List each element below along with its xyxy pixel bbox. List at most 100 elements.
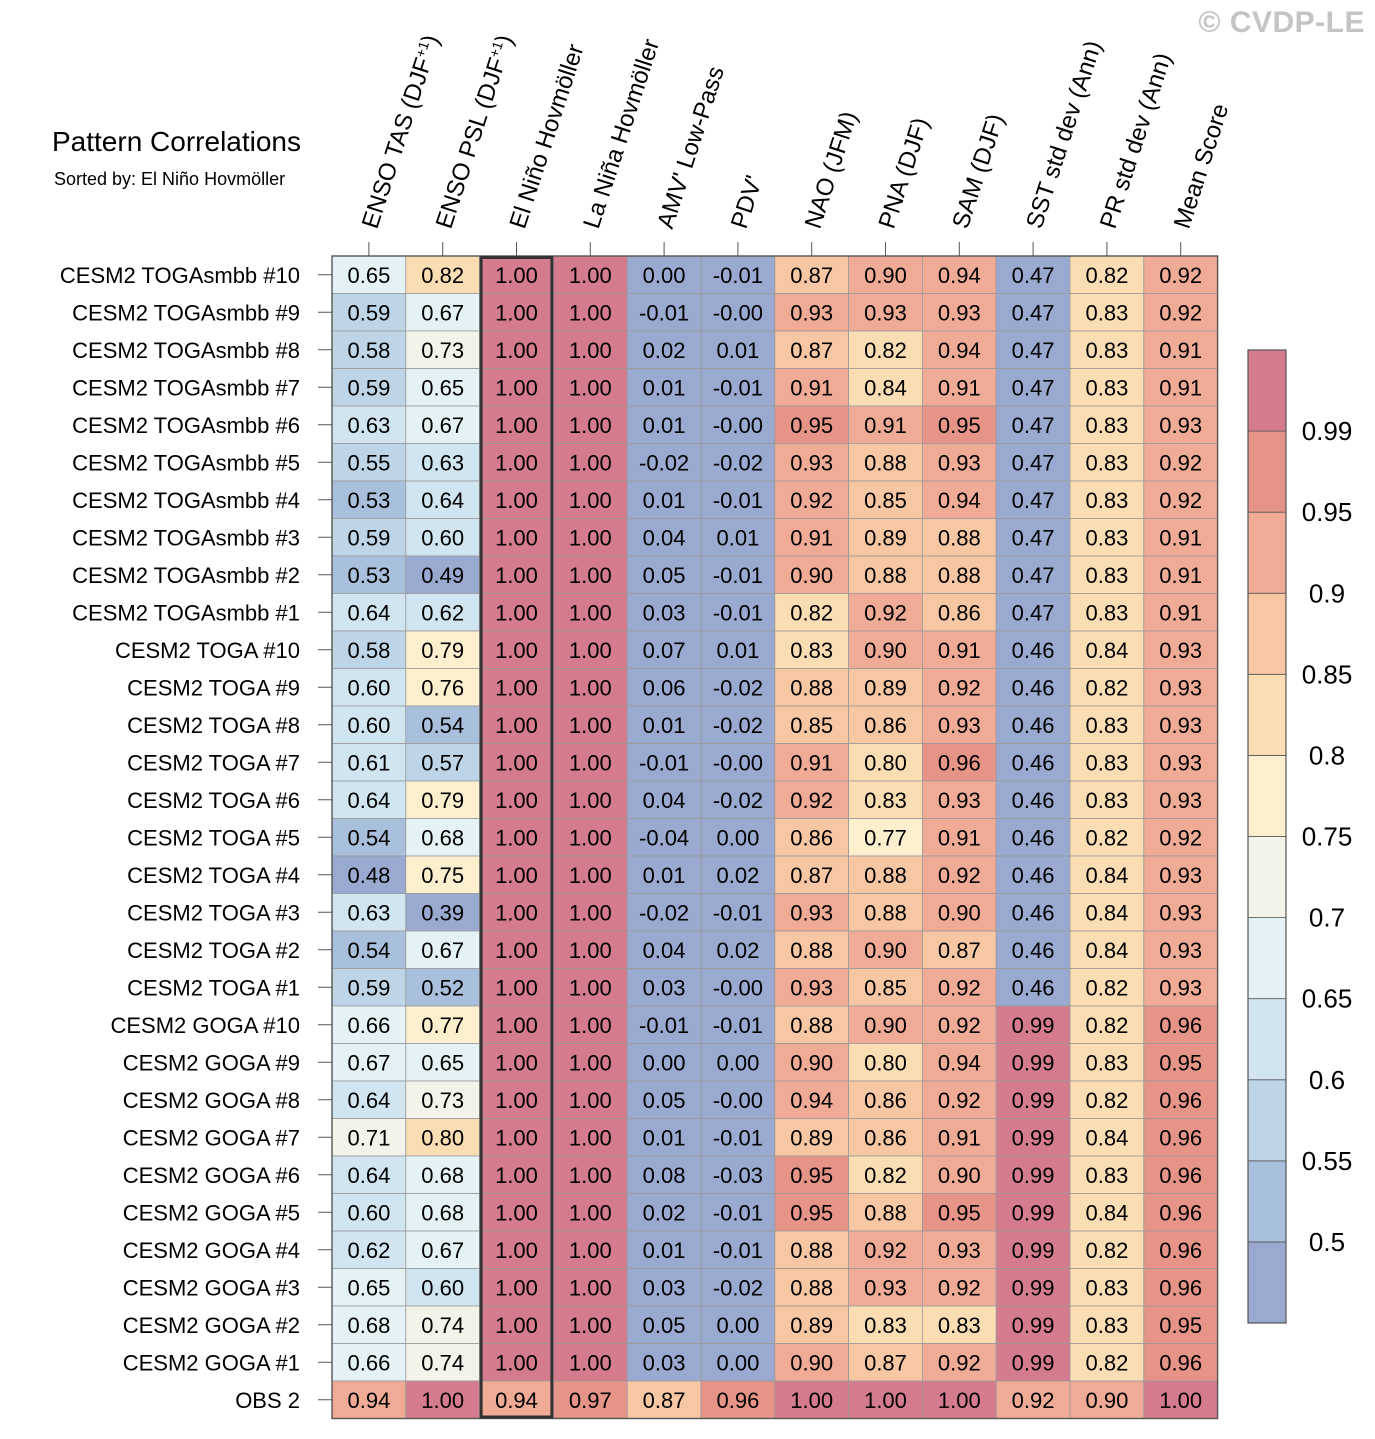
cell-value: 0.93	[790, 300, 833, 325]
cell-value: 0.92	[938, 975, 981, 1000]
cell-value: 0.83	[1085, 450, 1128, 475]
heatmap-cell	[626, 405, 702, 444]
cell-value: 0.47	[1012, 488, 1055, 513]
cell-value: 0.95	[790, 1200, 833, 1225]
cell-value: 0.87	[938, 938, 981, 963]
cell-value: 1.00	[495, 450, 538, 475]
heatmap-cell	[995, 405, 1071, 444]
cell-value: 0.02	[716, 863, 759, 888]
cell-value: 0.82	[864, 1163, 907, 1188]
cell-value: -0.00	[713, 1088, 763, 1113]
colorbar-segment	[1247, 998, 1287, 1081]
heatmap-cell	[626, 855, 702, 894]
cell-value: 0.93	[938, 788, 981, 813]
heatmap-cell	[479, 780, 554, 819]
cell-value: -0.01	[639, 300, 689, 325]
heatmap-cell	[774, 1268, 849, 1307]
heatmap-cell	[995, 1043, 1071, 1082]
cell-value: 0.91	[1159, 375, 1202, 400]
cell-value: 0.88	[864, 563, 907, 588]
cell-value: 0.97	[569, 1388, 612, 1413]
cell-value: -0.02	[713, 788, 763, 813]
cell-value: 0.88	[790, 938, 833, 963]
cell-value: 0.96	[1159, 1088, 1202, 1113]
cell-value: 0.66	[347, 1350, 390, 1375]
cell-value: 0.82	[1085, 975, 1128, 1000]
cell-value: -0.00	[713, 300, 763, 325]
column-label: PNA (DJF)	[874, 114, 935, 231]
cell-value: 0.66	[347, 1013, 390, 1038]
cell-value: 0.93	[1159, 900, 1202, 925]
cell-value: 0.91	[790, 750, 833, 775]
heatmap-cell	[700, 1305, 776, 1344]
cell-value: 0.82	[1085, 825, 1128, 850]
cell-value: 0.67	[421, 413, 464, 438]
heatmap-cell	[774, 368, 849, 407]
cell-value: 0.92	[938, 1013, 981, 1038]
heatmap-cell	[848, 1005, 923, 1044]
heatmap-cell	[848, 255, 923, 294]
heatmap-cell	[553, 780, 628, 819]
heatmap-cell	[553, 743, 628, 782]
heatmap-cell	[1143, 255, 1219, 294]
heatmap-cell	[1069, 1193, 1145, 1232]
heatmap-cell	[700, 555, 776, 594]
heatmap-cell	[922, 668, 997, 707]
heatmap-cell	[626, 1080, 702, 1119]
cell-value: 0.59	[347, 375, 390, 400]
cell-value: 0.46	[1012, 975, 1055, 1000]
heatmap-cell	[405, 855, 480, 894]
cell-value: 0.99	[1012, 1050, 1055, 1075]
cell-value: 0.83	[1085, 413, 1128, 438]
column-label: ENSO PSL (DJF+1)	[431, 32, 519, 232]
heatmap-cell	[995, 930, 1071, 969]
cell-value: 0.82	[864, 338, 907, 363]
cell-value: 0.92	[1159, 263, 1202, 288]
heatmap-cell	[1069, 968, 1145, 1007]
cell-value: 0.83	[1085, 375, 1128, 400]
cell-value: 0.83	[1085, 525, 1128, 550]
cell-value: 0.79	[421, 638, 464, 663]
cell-value: 0.64	[421, 488, 464, 513]
cell-value: 1.00	[569, 413, 612, 438]
heatmap-cell	[700, 293, 776, 332]
cell-value: 0.88	[864, 900, 907, 925]
column-label: SAM (DJF)	[947, 111, 1009, 232]
heatmap-cell	[700, 330, 776, 369]
cell-value: 0.86	[938, 600, 981, 625]
cell-value: 0.58	[347, 638, 390, 663]
cell-value: 0.92	[938, 1350, 981, 1375]
cell-value: 0.04	[643, 938, 686, 963]
cell-value: 0.96	[1159, 1125, 1202, 1150]
cell-value: 0.01	[643, 413, 686, 438]
cell-value: 1.00	[569, 1013, 612, 1038]
heatmap-cell	[553, 1193, 628, 1232]
heatmap-cell	[995, 368, 1071, 407]
cell-value: 0.46	[1012, 900, 1055, 925]
cell-value: 0.46	[1012, 675, 1055, 700]
heatmap-cell	[479, 1193, 554, 1232]
heatmap-cell	[1069, 1005, 1145, 1044]
cell-value: 0.90	[790, 1050, 833, 1075]
heatmap-cell	[922, 893, 997, 932]
cell-value: 0.99	[1012, 1125, 1055, 1150]
cell-value: 0.91	[1159, 563, 1202, 588]
chart-subtitle: Sorted by: El Niño Hovmöller	[54, 169, 286, 189]
heatmap-cell	[995, 1080, 1071, 1119]
cell-value: -0.01	[713, 563, 763, 588]
cell-value: 0.99	[1012, 1088, 1055, 1113]
heatmap-cell	[922, 1155, 997, 1194]
heatmap-cell	[995, 1380, 1071, 1419]
cell-value: 1.00	[495, 1200, 538, 1225]
heatmap-cell	[331, 368, 407, 407]
heatmap-cell	[922, 630, 997, 669]
heatmap-cell	[700, 1268, 776, 1307]
cell-value: 0.93	[790, 900, 833, 925]
row-label: CESM2 GOGA #3	[123, 1275, 300, 1300]
cell-value: 0.96	[716, 1388, 759, 1413]
heatmap-cell	[331, 893, 407, 932]
heatmap-cell	[479, 1230, 554, 1269]
cell-value: 0.46	[1012, 750, 1055, 775]
cell-value: 0.84	[1085, 938, 1128, 963]
heatmap-cell	[626, 1268, 702, 1307]
